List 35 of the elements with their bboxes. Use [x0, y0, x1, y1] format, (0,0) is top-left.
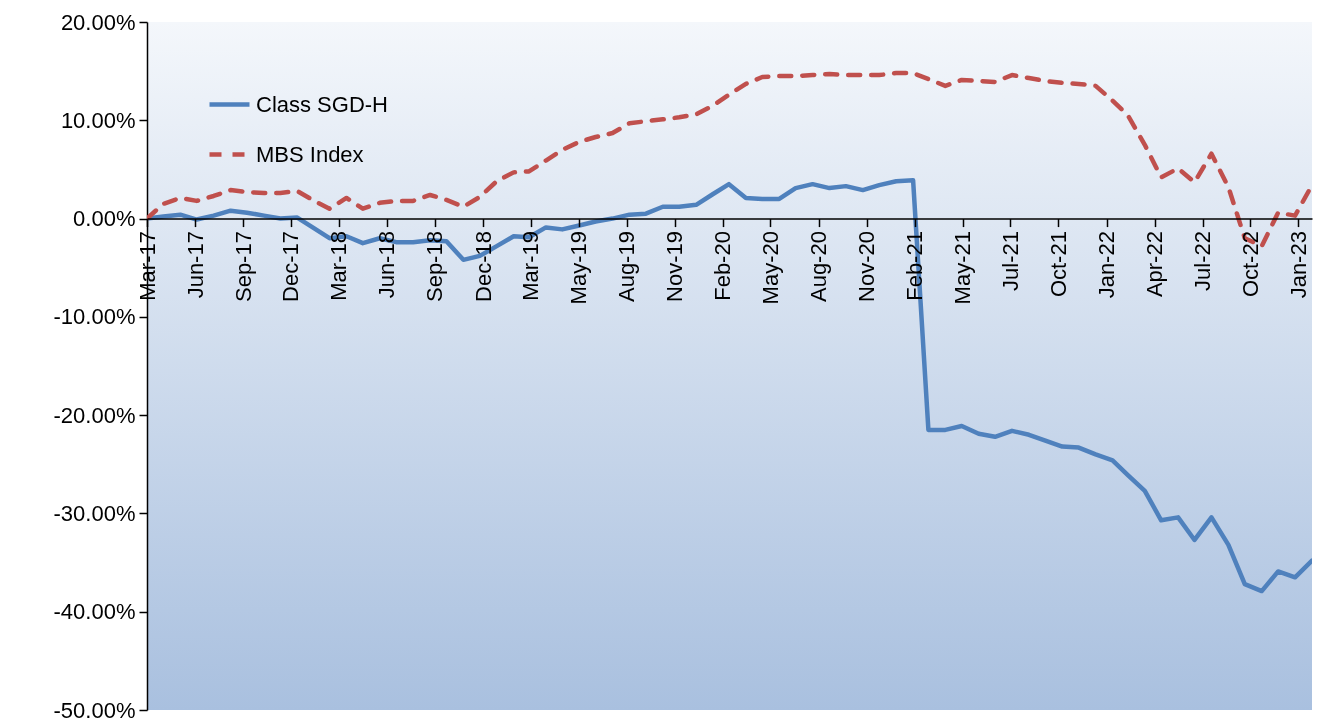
x-tick-label: Aug-20 — [806, 231, 832, 303]
x-tick-label: Jul-22 — [1190, 231, 1216, 291]
x-tick-label: Jun-18 — [374, 231, 400, 299]
x-tick-label: May-20 — [757, 231, 783, 305]
x-tick-label: Aug-19 — [614, 231, 640, 303]
x-tick-label: Feb-21 — [902, 231, 928, 301]
x-tick-label: Mar-19 — [518, 231, 544, 301]
x-tick-label: Mar-18 — [326, 231, 352, 301]
y-tick-label: -20.00% — [53, 402, 136, 428]
legend-label: Class SGD-H — [256, 91, 389, 117]
x-tick-label: Oct-22 — [1237, 231, 1263, 298]
x-tick-label: Feb-20 — [710, 231, 736, 301]
y-tick-label: -40.00% — [53, 599, 136, 625]
y-tick-label: 0.00% — [73, 206, 136, 232]
x-tick-label: Dec-18 — [470, 231, 496, 302]
x-tick-label: Oct-21 — [1045, 231, 1071, 298]
y-tick-label: 10.00% — [60, 107, 136, 133]
x-tick-label: Nov-20 — [854, 231, 880, 302]
x-tick-label: Nov-19 — [662, 231, 688, 302]
x-tick-label: Jan-22 — [1094, 231, 1120, 299]
y-tick-label: -30.00% — [53, 500, 136, 526]
x-tick-label: May-21 — [950, 231, 976, 305]
x-tick-label: Jun-17 — [182, 231, 208, 299]
x-tick-label: Sep-17 — [230, 231, 256, 303]
x-tick-label: Jul-21 — [997, 231, 1023, 291]
x-tick-label: Mar-17 — [134, 231, 160, 301]
legend-label: MBS Index — [256, 141, 364, 167]
x-tick-label: May-19 — [566, 231, 592, 305]
y-tick-label: -50.00% — [53, 697, 136, 723]
x-tick-label: Dec-17 — [278, 231, 304, 302]
x-tick-label: Sep-18 — [422, 231, 448, 303]
y-tick-label: -10.00% — [53, 304, 136, 330]
y-tick-label: 20.00% — [60, 9, 136, 35]
x-tick-label: Apr-22 — [1142, 231, 1168, 298]
x-tick-label: Jan-23 — [1285, 231, 1311, 299]
